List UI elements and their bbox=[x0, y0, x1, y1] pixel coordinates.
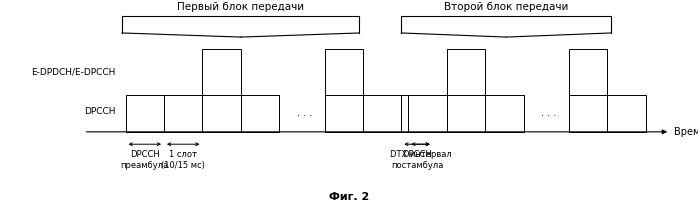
Bar bbox=[126, 95, 164, 132]
Bar bbox=[569, 49, 607, 95]
Bar bbox=[202, 95, 241, 132]
Text: E-DPDCH/E-DPCCH: E-DPDCH/E-DPCCH bbox=[31, 68, 115, 77]
Bar bbox=[363, 95, 401, 132]
Bar bbox=[408, 95, 447, 132]
Bar bbox=[447, 49, 485, 95]
Text: . . .: . . . bbox=[541, 108, 556, 118]
Text: Время: Время bbox=[674, 127, 698, 137]
Bar bbox=[325, 49, 363, 95]
Bar bbox=[607, 95, 646, 132]
Text: DPCCH: DPCCH bbox=[84, 107, 115, 116]
Bar bbox=[485, 95, 524, 132]
Text: DTX интервал: DTX интервал bbox=[389, 150, 452, 159]
Text: Фиг. 2: Фиг. 2 bbox=[329, 192, 369, 202]
Text: DPCCH
преамбула: DPCCH преамбула bbox=[121, 150, 169, 170]
Bar bbox=[164, 95, 202, 132]
Bar bbox=[202, 49, 241, 95]
Bar bbox=[241, 95, 279, 132]
Bar bbox=[569, 95, 607, 132]
Bar bbox=[401, 95, 433, 132]
Text: Первый блок передачи: Первый блок передачи bbox=[177, 2, 304, 12]
Text: 1 слот
(10/15 мс): 1 слот (10/15 мс) bbox=[161, 150, 205, 170]
Bar bbox=[447, 95, 485, 132]
Text: . . .: . . . bbox=[297, 108, 312, 118]
Text: Второй блок передачи: Второй блок передачи bbox=[444, 2, 568, 12]
Text: DPCCH
постамбула: DPCCH постамбула bbox=[391, 150, 443, 170]
Bar bbox=[325, 95, 363, 132]
